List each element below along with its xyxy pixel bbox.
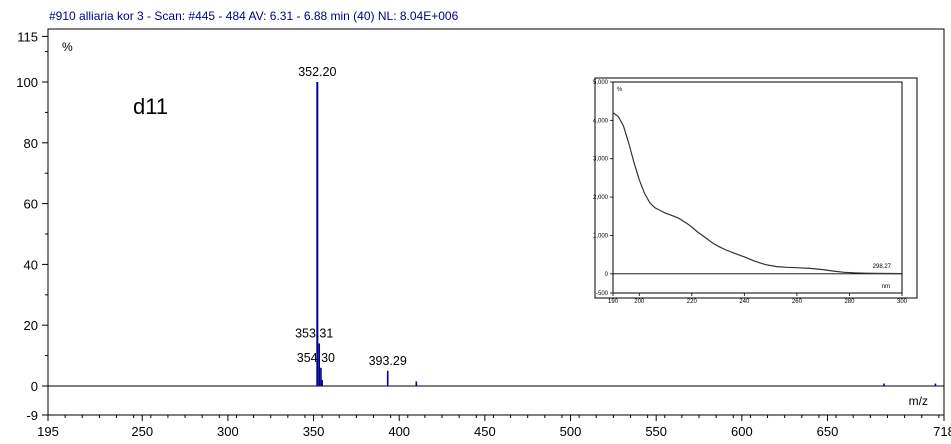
spectrum-peak <box>934 383 937 386</box>
spectrum-peaks <box>316 82 937 386</box>
y-tick-label: 40 <box>24 257 38 272</box>
inset-x-tick-label: 190 <box>608 299 619 305</box>
y-tick-label: -9 <box>26 408 38 423</box>
x-tick-label: 650 <box>817 424 839 439</box>
peak-label: 353.31 <box>295 326 333 340</box>
inset-x-axis-label: nm <box>882 284 890 290</box>
inset-x-tick-label: 220 <box>687 299 698 305</box>
inset-y-tick-label: 4,000 <box>593 118 609 124</box>
y-tick-label: 100 <box>16 75 38 90</box>
x-tick-label: 195 <box>37 424 59 439</box>
inset-end-label: 298.27 <box>873 264 892 270</box>
x-tick-label: 500 <box>560 424 582 439</box>
main-plot-frame <box>47 28 945 416</box>
spectrum-peak <box>318 343 321 386</box>
y-tick-label: 60 <box>24 197 38 212</box>
x-tick-label: 350 <box>303 424 325 439</box>
peak-label: 354.30 <box>297 351 335 365</box>
peak-label: 352.20 <box>298 65 336 79</box>
uv-absorbance-line <box>612 112 903 275</box>
x-axis-label: m/z <box>909 394 928 408</box>
chart-title: #910 alliaria kor 3 - Scan: #445 - 484 A… <box>49 9 459 23</box>
y-tick-label: 20 <box>24 318 38 333</box>
spectrum-peak <box>321 379 323 386</box>
inset-y-tick-label: 3,000 <box>593 157 609 163</box>
uv-spectrum-inset: 190 200 220 240 260 280 300 -500 0 1,000 2,000 3,00… <box>593 77 918 305</box>
inset-panel <box>594 77 918 299</box>
x-tick-label: 550 <box>645 424 667 439</box>
main-axes: 1952503003504004505005506006507180204060… <box>16 29 951 439</box>
spectrum-peak <box>386 370 389 386</box>
inset-y-axis-label: % <box>617 87 623 93</box>
x-tick-label: 400 <box>388 424 410 439</box>
mass-spectrum-chart: 1952503003504004505005506006507180204060… <box>16 28 951 439</box>
y-tick-label: 80 <box>24 136 38 151</box>
inset-x-tick-label: 260 <box>792 299 803 305</box>
x-tick-label: 300 <box>217 424 239 439</box>
inset-x-tick-label: 240 <box>739 299 750 305</box>
inset-y-tick-label: -500 <box>596 291 609 297</box>
inset-y-tick-label: 1,000 <box>593 233 609 239</box>
inset-y-tick-label: 0 <box>605 272 609 278</box>
inset-axes: 190 200 220 240 260 280 300 -500 0 1,000 2,000 3,00… <box>593 80 908 305</box>
inset-y-tick-label: 5,000 <box>593 80 609 86</box>
x-tick-label: 450 <box>474 424 496 439</box>
peak-labels: 352.20 353.31 354.30 393.29 <box>295 65 407 368</box>
x-tick-label: 718 <box>933 424 951 439</box>
spectrum-peak <box>883 383 885 386</box>
spectrum-peak <box>316 82 319 386</box>
y-tick-label: 115 <box>17 29 38 44</box>
x-tick-label: 600 <box>731 424 753 439</box>
inset-plot-frame <box>612 81 903 294</box>
peak-label: 393.29 <box>369 354 407 368</box>
spectrum-peak <box>415 381 418 386</box>
y-axis-label: % <box>62 40 73 54</box>
y-tick-label: 0 <box>31 379 38 394</box>
inset-x-tick-label: 200 <box>634 299 645 305</box>
inset-x-tick-label: 300 <box>897 299 908 305</box>
x-tick-label: 250 <box>131 424 153 439</box>
inset-y-tick-label: 2,000 <box>593 195 609 201</box>
inset-x-tick-label: 280 <box>844 299 855 305</box>
spectrum-peak <box>320 367 322 386</box>
sample-label: d11 <box>133 94 168 119</box>
